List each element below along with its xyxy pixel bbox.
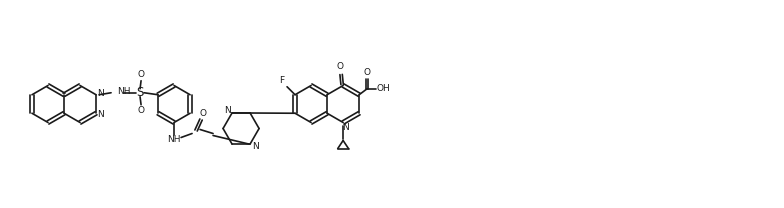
Text: N: N: [252, 142, 259, 151]
Text: NH: NH: [117, 87, 131, 96]
Text: N: N: [223, 106, 230, 115]
Text: O: O: [364, 68, 371, 77]
Text: OH: OH: [376, 84, 390, 93]
Text: N: N: [96, 89, 103, 98]
Text: S: S: [136, 86, 143, 99]
Text: N: N: [96, 110, 103, 119]
Text: O: O: [200, 109, 206, 118]
Text: O: O: [137, 106, 144, 115]
Text: N: N: [342, 123, 348, 132]
Text: NH: NH: [167, 135, 181, 144]
Text: O: O: [336, 62, 343, 71]
Text: O: O: [137, 70, 144, 79]
Text: F: F: [279, 76, 285, 85]
